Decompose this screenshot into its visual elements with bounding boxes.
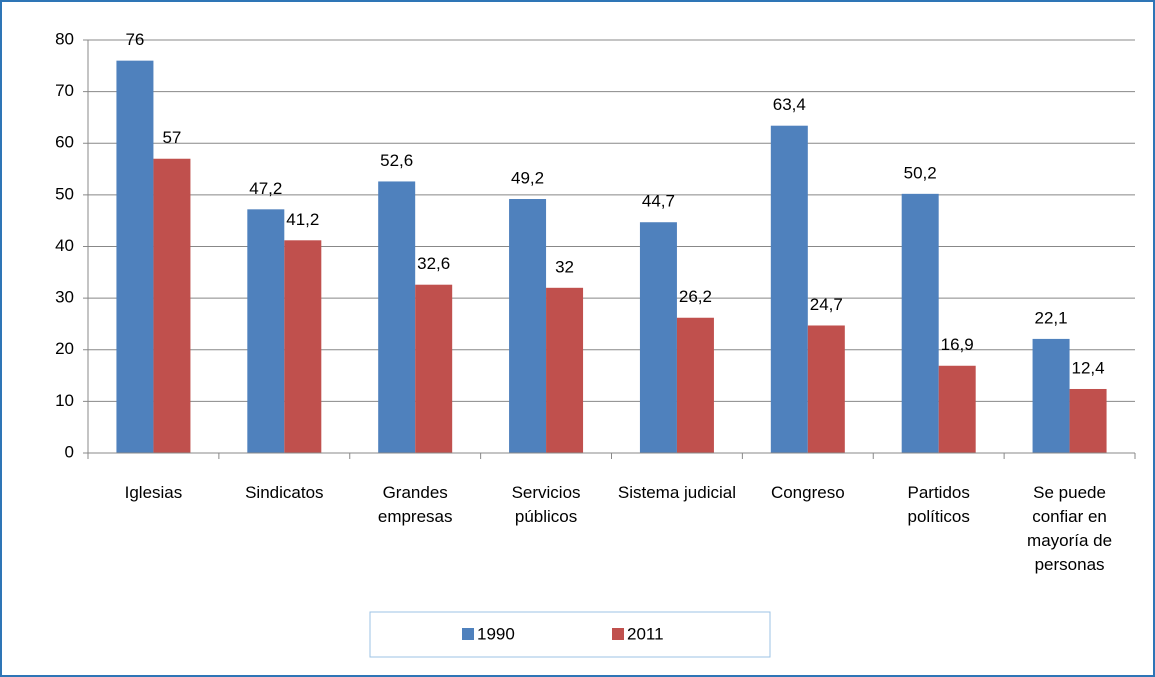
legend-swatch bbox=[612, 628, 624, 640]
bar bbox=[807, 325, 845, 453]
data-label: 52,6 bbox=[380, 151, 413, 170]
data-label: 63,4 bbox=[773, 95, 806, 114]
bar bbox=[639, 222, 677, 453]
data-label: 24,7 bbox=[810, 295, 843, 314]
bar bbox=[509, 199, 547, 453]
data-label: 16,9 bbox=[941, 335, 974, 354]
bar bbox=[938, 365, 976, 453]
data-label: 57 bbox=[162, 128, 181, 147]
data-label: 50,2 bbox=[904, 163, 937, 182]
bar bbox=[1069, 388, 1107, 453]
data-label: 32 bbox=[555, 257, 574, 276]
y-tick-label: 0 bbox=[65, 442, 74, 461]
bar bbox=[116, 60, 154, 454]
bar bbox=[284, 240, 322, 453]
x-tick-label: Sindicatos bbox=[245, 483, 324, 502]
data-label: 32,6 bbox=[417, 254, 450, 273]
y-tick-label: 30 bbox=[55, 288, 74, 307]
x-tick-label: Iglesias bbox=[124, 483, 183, 502]
data-label: 26,2 bbox=[679, 287, 712, 306]
x-tick-label: Sistema judicial bbox=[617, 483, 736, 502]
data-label: 44,7 bbox=[642, 192, 675, 211]
bar bbox=[770, 125, 808, 453]
data-label: 49,2 bbox=[511, 168, 544, 187]
legend-box bbox=[369, 611, 771, 658]
bar bbox=[901, 193, 939, 453]
x-tick-label: Partidos políticos bbox=[907, 483, 970, 526]
y-tick-label: 20 bbox=[55, 339, 74, 358]
bar bbox=[153, 158, 191, 454]
legend-label: 2011 bbox=[627, 624, 664, 643]
bar bbox=[415, 284, 453, 453]
data-label: 22,1 bbox=[1035, 308, 1068, 327]
y-tick-label: 40 bbox=[55, 236, 74, 255]
bar bbox=[546, 287, 584, 453]
data-label: 76 bbox=[125, 30, 144, 49]
bar bbox=[247, 209, 285, 453]
bar bbox=[676, 317, 714, 453]
bar bbox=[378, 181, 416, 453]
x-tick-label: Servicios públicos bbox=[511, 483, 581, 526]
y-tick-label: 10 bbox=[55, 391, 74, 410]
x-tick-label: Grandes empresas bbox=[377, 483, 453, 526]
data-label: 41,2 bbox=[286, 210, 319, 229]
y-tick-label: 50 bbox=[55, 184, 74, 203]
y-tick-label: 60 bbox=[55, 133, 74, 152]
y-tick-label: 70 bbox=[55, 81, 74, 100]
data-label: 47,2 bbox=[249, 179, 282, 198]
y-tick-label: 80 bbox=[55, 29, 74, 48]
legend-label: 1990 bbox=[477, 624, 515, 643]
bar bbox=[1032, 338, 1070, 453]
data-label: 12,4 bbox=[1072, 358, 1105, 377]
x-tick-label: Se puede confiar en mayoría de personas bbox=[1027, 483, 1113, 574]
x-tick-label: Congreso bbox=[770, 483, 845, 502]
legend-swatch bbox=[462, 628, 474, 640]
